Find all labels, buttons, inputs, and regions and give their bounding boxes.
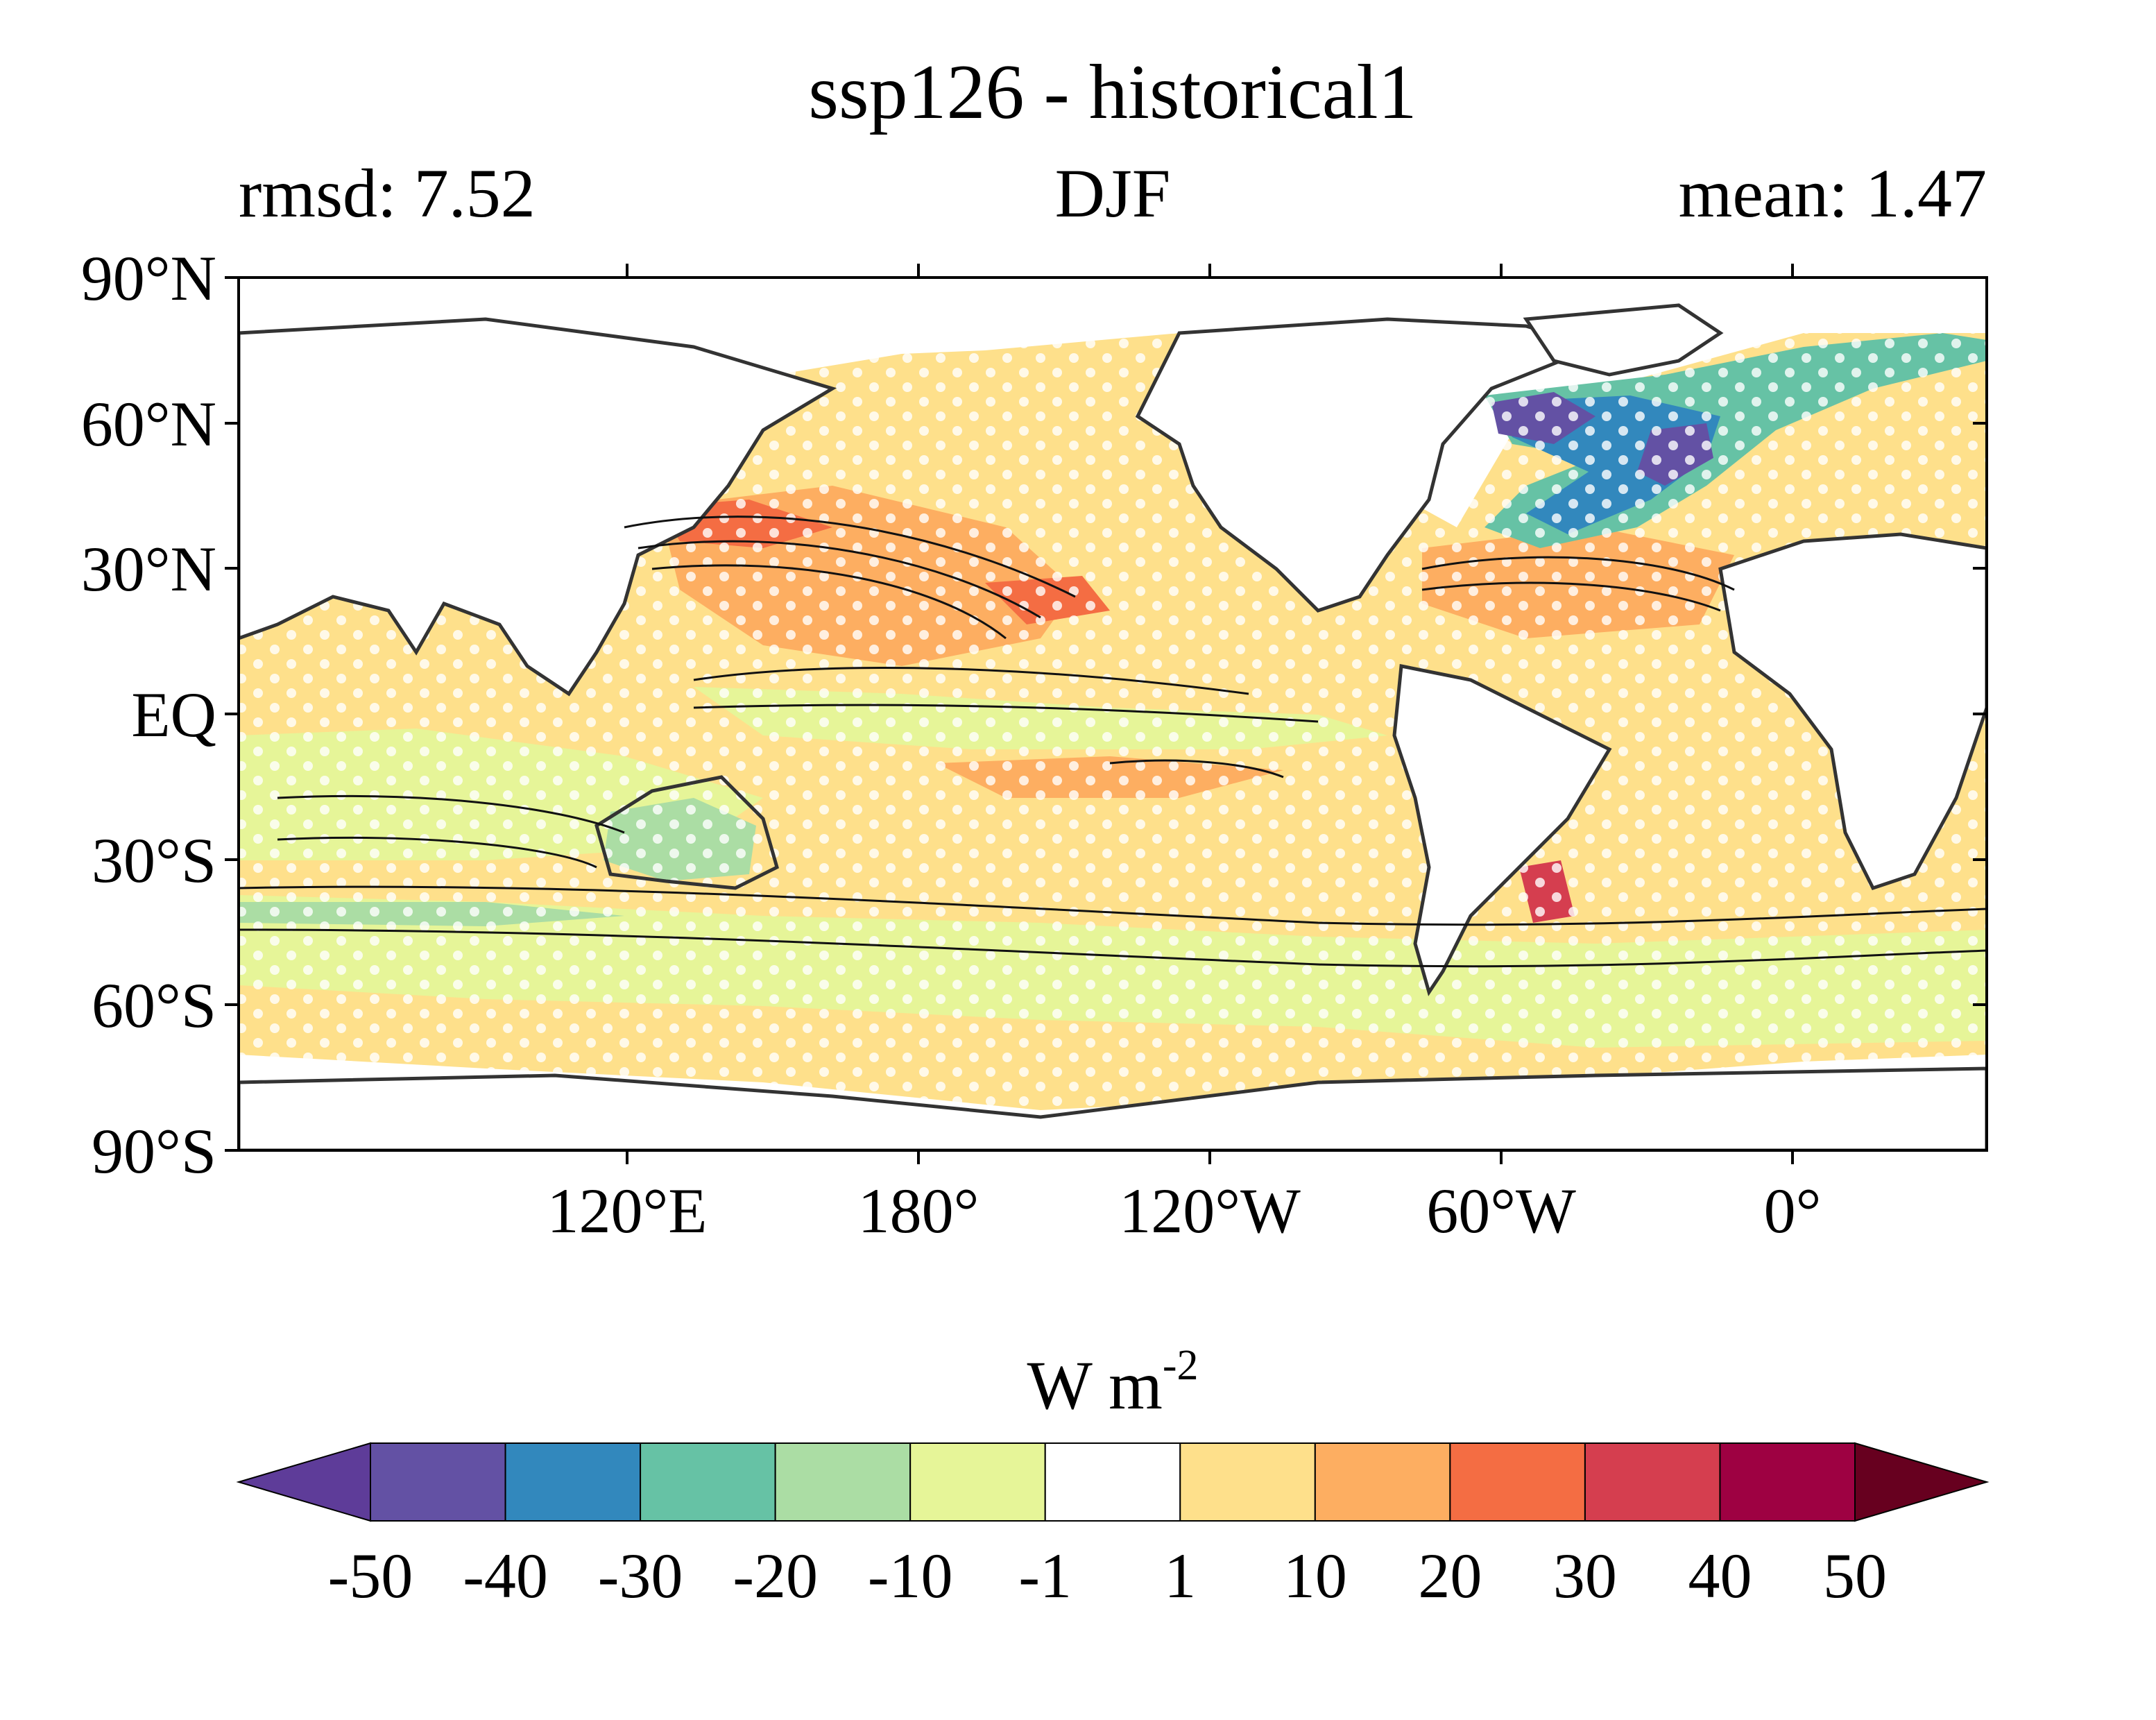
colorbar-tick-label: -10 [868, 1540, 953, 1611]
lat-tick-60s: 60°S [92, 970, 216, 1041]
colorbar-unit-exponent: -2 [1163, 1342, 1199, 1389]
colorbar-box [1179, 1442, 1316, 1522]
colorbar-tick-label: 1 [1164, 1540, 1196, 1611]
colorbar-tick-label: 30 [1553, 1540, 1617, 1611]
colorbar-extend-high [1854, 1442, 1990, 1522]
colorbar-tick-label: -40 [463, 1540, 548, 1611]
colorbar-tick-labels: -50 -40 -30 -20 -10 -1 1 10 20 30 40 50 [328, 1540, 1887, 1611]
colorbar-tick-label: 40 [1688, 1540, 1752, 1611]
colorbar-tick-label: -20 [733, 1540, 818, 1611]
colorbar-box [504, 1442, 642, 1522]
lon-tick-60w: 60°W [1426, 1175, 1576, 1246]
colorbar-extend-low [236, 1442, 371, 1522]
mean-label: mean: 1.47 [1679, 155, 1987, 232]
map-plot-area [239, 278, 1987, 1150]
colorbar-tick-label: -50 [328, 1540, 413, 1611]
colorbar-tick-label: -30 [598, 1540, 683, 1611]
land-south-america [1392, 664, 1612, 996]
colorbar-unit-base: W m [1027, 1347, 1162, 1424]
colorbar-box [1449, 1442, 1586, 1522]
lat-tick-90s: 90°S [92, 1116, 216, 1186]
lat-tick-90n: 90°N [81, 243, 216, 314]
land-australia [594, 775, 779, 890]
land-greenland [1523, 303, 1724, 377]
lon-tick-120e: 120°E [547, 1175, 708, 1246]
colorbar-box [370, 1442, 506, 1522]
season-label: DJF [1055, 155, 1171, 232]
lat-tick-30n: 30°N [81, 534, 216, 604]
colorbar-unit: W m-2 [1027, 1342, 1198, 1424]
lat-tick-eq: EQ [131, 679, 216, 750]
land-africa [1718, 532, 1987, 891]
colorbar-tick-label: 20 [1418, 1540, 1482, 1611]
lon-tick-labels: 120°E 180° 120°W 60°W 0° [547, 1175, 1822, 1246]
colorbar-tick-label: 10 [1283, 1540, 1347, 1611]
colorbar-box [909, 1442, 1046, 1522]
lon-tick-120w: 120°W [1119, 1175, 1301, 1246]
colorbar-box [1044, 1442, 1181, 1522]
colorbar-box [1584, 1442, 1721, 1522]
colorbar-box [1719, 1442, 1856, 1522]
lon-tick-0: 0° [1764, 1175, 1822, 1246]
rmsd-label: rmsd: 7.52 [239, 155, 536, 232]
colorbar-box [774, 1442, 912, 1522]
land-antarctica [239, 1066, 1987, 1150]
colorbar-box [640, 1442, 776, 1522]
lat-tick-60n: 60°N [81, 389, 216, 459]
map-title: ssp126 - historical1 [808, 49, 1417, 135]
lat-tick-labels: 90°N 60°N 30°N EQ 30°S 60°S 90°S [81, 243, 216, 1186]
lat-tick-30s: 30°S [92, 825, 216, 896]
lon-tick-marks [626, 264, 1794, 1164]
colorbar-box [1314, 1442, 1451, 1522]
land-eurasia [239, 317, 837, 697]
colorbar-tick-label: 50 [1823, 1540, 1887, 1611]
climatology-contours [239, 516, 1987, 968]
colorbar [236, 1442, 1990, 1522]
colorbar-tick-label: -1 [1018, 1540, 1072, 1611]
lat-tick-marks [225, 276, 1987, 1152]
lon-tick-180: 180° [858, 1175, 979, 1246]
